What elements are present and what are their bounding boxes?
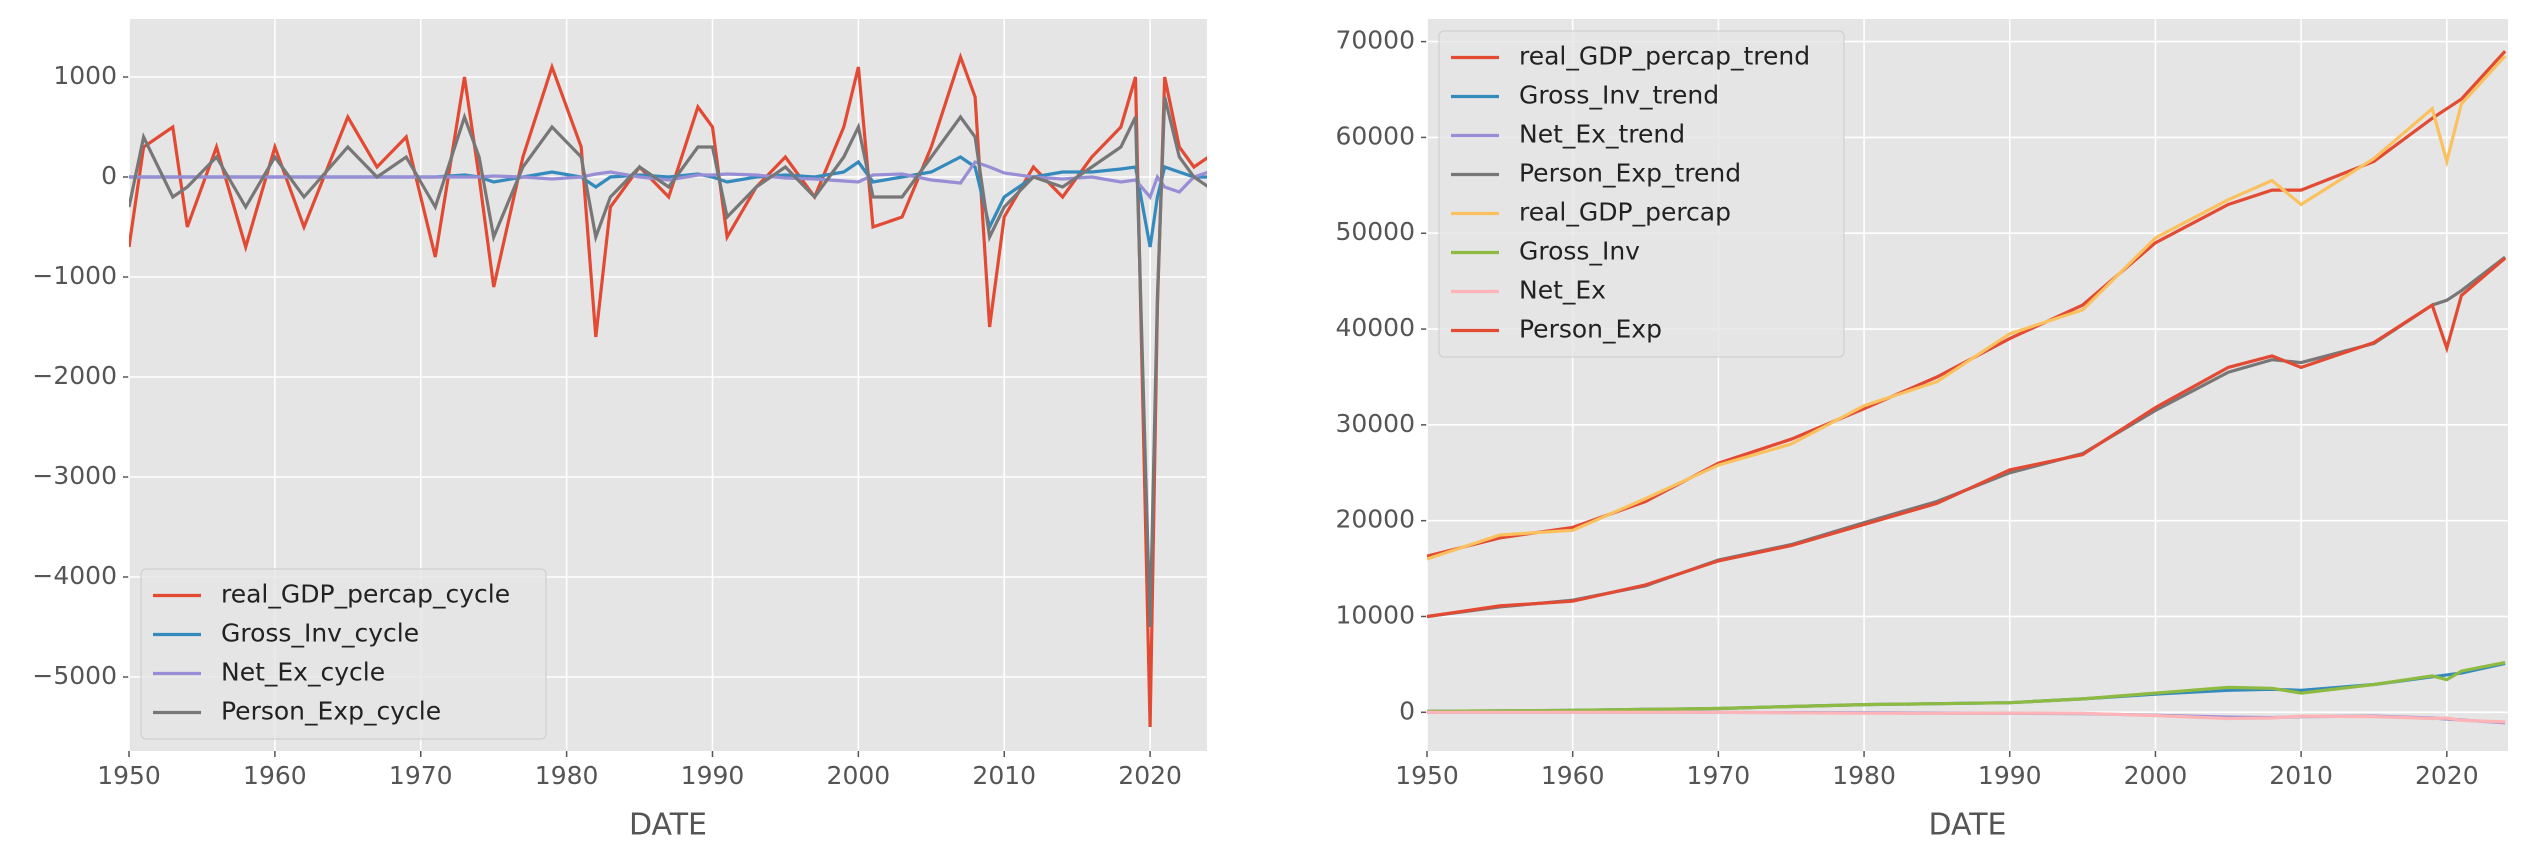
x-tick-label: 2000 (827, 761, 891, 790)
y-tick-label: 0 (101, 161, 117, 190)
y-tick-label: 1000 (53, 61, 117, 90)
legend-label: Net_Ex_cycle (221, 658, 385, 687)
x-tick-label: 2010 (2269, 761, 2333, 790)
legend: real_GDP_percap_cycle Gross_Inv_cycle Net_… (140, 568, 547, 740)
x-tick-label: 2010 (972, 761, 1036, 790)
legend-label: Net_Ex (1519, 276, 1606, 305)
x-tick-label: 1950 (97, 761, 161, 790)
y-tick-label: 50000 (1335, 217, 1415, 246)
x-tick-label: 2020 (1118, 761, 1182, 790)
legend-label: real_GDP_percap_cycle (221, 580, 510, 609)
y-tick-label: 40000 (1335, 313, 1415, 342)
legend-label: Net_Ex_trend (1519, 120, 1685, 149)
y-tick-label: 0 (1399, 696, 1415, 725)
y-tick-label: −1000 (32, 261, 117, 290)
y-tick-label: 30000 (1335, 409, 1415, 438)
x-tick-label: 1960 (1541, 761, 1605, 790)
x-tick-label: 2000 (2124, 761, 2188, 790)
legend-label: Person_Exp_cycle (221, 697, 441, 726)
x-axis-label: DATE (1928, 808, 2006, 843)
series-line (1427, 660, 2506, 713)
legend-label: Person_Exp (1519, 315, 1662, 344)
y-tick-label: −3000 (32, 461, 117, 490)
y-tick-label: 10000 (1335, 600, 1415, 629)
legend-label: Gross_Inv (1519, 237, 1640, 266)
x-tick-label: 1970 (389, 761, 453, 790)
x-tick-label: 1980 (535, 761, 599, 790)
legend-label: Gross_Inv_trend (1519, 81, 1719, 110)
x-tick-label: 1980 (1832, 761, 1896, 790)
legend-label: Person_Exp_trend (1519, 159, 1741, 188)
legend-box (140, 568, 547, 740)
y-tick-label: −5000 (32, 661, 117, 690)
y-tick-label: 70000 (1335, 26, 1415, 55)
y-tick-label: −4000 (32, 561, 117, 590)
legend-label: real_GDP_percap_trend (1519, 42, 1810, 71)
x-tick-label: 2020 (2415, 761, 2479, 790)
x-tick-label: 1990 (681, 761, 745, 790)
y-tick-label: 20000 (1335, 505, 1415, 534)
x-axis-label: DATE (629, 808, 707, 843)
series-line (1427, 50, 2507, 558)
series-line (1427, 710, 2506, 724)
series-line (129, 96, 1207, 628)
legend-label: real_GDP_percap (1519, 198, 1731, 227)
x-tick-label: 1970 (1687, 761, 1751, 790)
x-tick-label: 1960 (243, 761, 307, 790)
x-tick-label: 1990 (1978, 761, 2042, 790)
x-tick-label: 1950 (1395, 761, 1459, 790)
series-line (1427, 256, 2507, 619)
series-line (1427, 54, 2507, 561)
y-tick-label: 60000 (1335, 121, 1415, 150)
y-tick-label: −2000 (32, 361, 117, 390)
legend-label: Gross_Inv_cycle (221, 619, 419, 648)
legend: real_GDP_percap_trend Gross_Inv_trend Net_… (1438, 30, 1845, 358)
legend-box (1438, 30, 1845, 358)
